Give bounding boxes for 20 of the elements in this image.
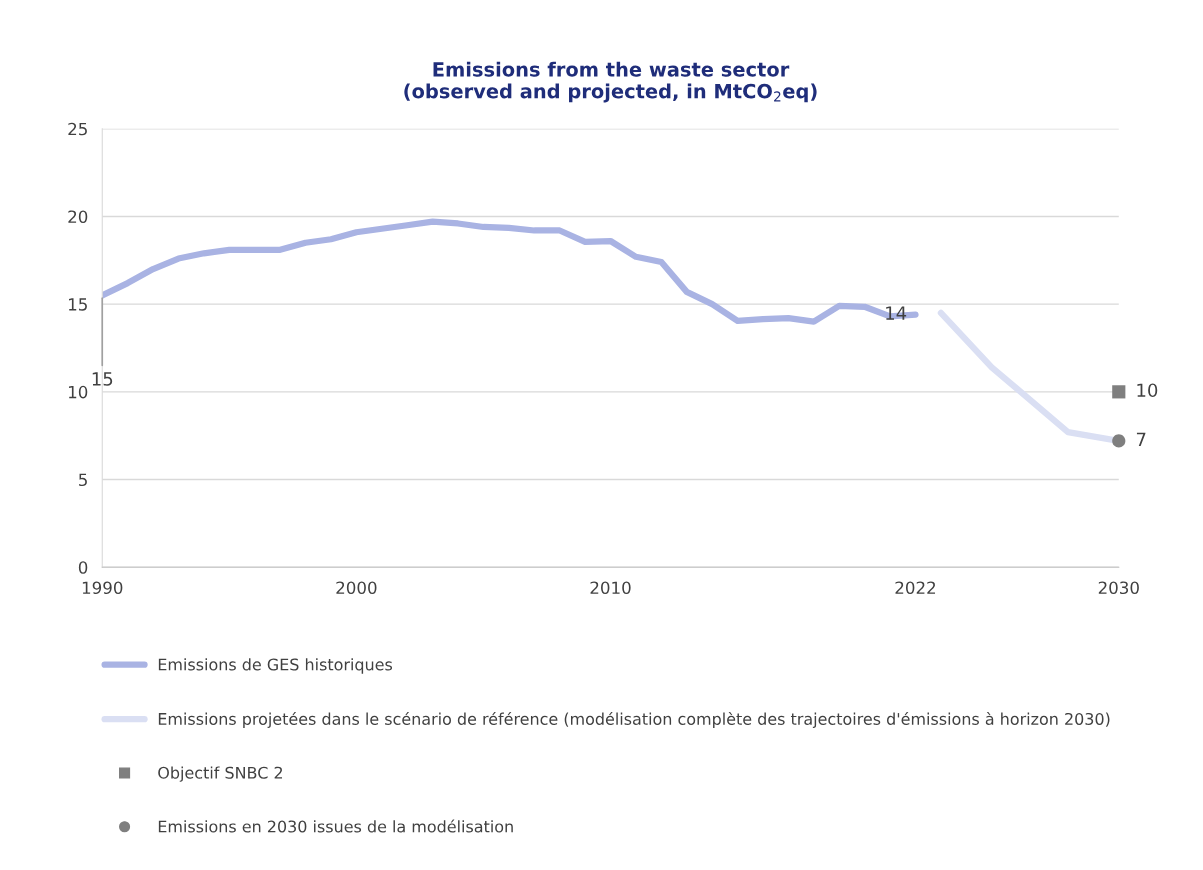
chart-title: Emissions from the waste sector (observed and projected, in MtCO$_{2}$eq) [404,61,817,103]
x-tick-label: 2010 [590,581,631,595]
x-tick-label: 2000 [336,581,377,595]
legend-label: Objectif SNBC 2 [158,766,283,782]
data-label: 15 [92,372,113,386]
y-tick-label: 0 [78,561,88,574]
x-tick-label: 2030 [1098,581,1139,595]
legend-label: Emissions projetées dans le scénario de référence (modélisation complète des trajectoires d'émissions à horizon 2030) [158,711,1110,729]
y-tick-label: 15 [68,298,87,311]
x-tick-label: 1990 [82,581,123,595]
x-tick-label: 2022 [895,581,936,595]
y-tick-label: 20 [68,210,88,224]
legend-label: Emissions en 2030 issues de la modélisation [158,819,513,833]
y-tick-label: 10 [68,385,88,399]
y-tick-label: 25 [68,122,87,136]
y-tick-label: 5 [79,473,87,487]
data-label: 14 [886,306,907,320]
legend-label: Emissions de GES historiques [158,658,393,674]
data-label: 7 [1136,432,1146,446]
data-label: 10 [1137,383,1158,398]
